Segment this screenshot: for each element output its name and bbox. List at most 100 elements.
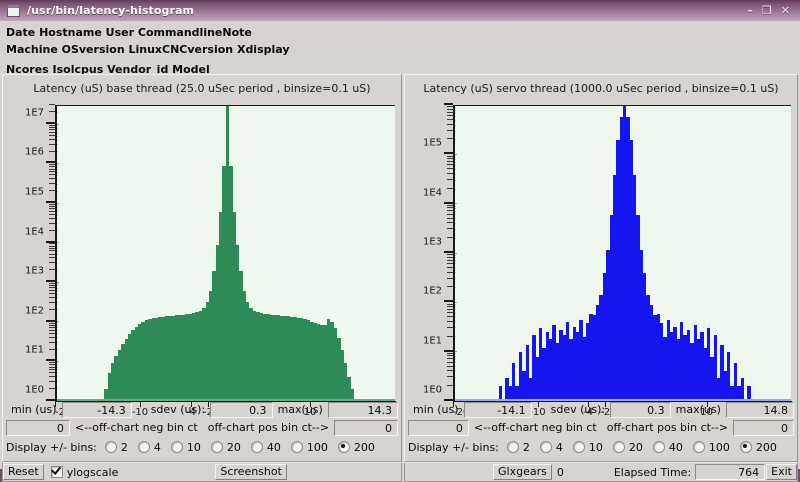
y-axis-tick: [49, 166, 55, 168]
histogram-bar: [555, 343, 560, 401]
histogram-bar: [185, 314, 189, 401]
y-axis-servo: 1E0 1E1 1E2 1E3 1E4 1E5: [405, 103, 453, 401]
histogram-bar: [296, 317, 300, 401]
bins-option-2[interactable]: 2: [104, 441, 128, 454]
chart-title-base: Latency (uS) base thread (25.0 uSec peri…: [33, 82, 371, 95]
y-axis-tick: [49, 178, 55, 180]
exit-button[interactable]: Exit: [766, 464, 797, 480]
histogram-bar: [306, 320, 311, 401]
y-axis-tick: [49, 243, 55, 245]
bins-option-2[interactable]: 2: [506, 441, 530, 454]
min-value[interactable]: -14.1: [463, 401, 532, 418]
elapsed-value[interactable]: 764: [695, 464, 766, 480]
radio-icon[interactable]: [250, 441, 263, 453]
y-axis-tick: [46, 359, 55, 362]
bins-option-10[interactable]: 10: [572, 441, 603, 454]
histogram-bar: [239, 270, 243, 401]
histogram-bar: [219, 212, 223, 401]
elapsed-label: Elapsed Time:: [613, 465, 692, 479]
y-axis-tick: [49, 262, 55, 264]
histogram-bar: [663, 337, 667, 401]
pos-bin-count[interactable]: 0: [733, 419, 794, 436]
y-axis-tick: [49, 174, 55, 176]
max-value[interactable]: 14.8: [725, 401, 795, 418]
histogram-bar: [666, 319, 670, 401]
y-axis-tick: [447, 370, 453, 372]
y-axis-tick: [447, 361, 453, 363]
histogram-bar: [303, 319, 307, 401]
bins-option-200[interactable]: 200: [337, 441, 375, 454]
screenshot-button[interactable]: Screenshot: [215, 464, 287, 480]
bins-option-20[interactable]: 20: [210, 441, 241, 454]
x-axis-label: -10: [529, 407, 546, 418]
histogram-bar: [138, 324, 142, 401]
histogram-bar: [192, 313, 196, 401]
histogram-bar: [515, 386, 519, 401]
bins-option-40[interactable]: 40: [250, 441, 281, 454]
radio-icon[interactable]: [739, 441, 752, 453]
histogram-bar: [706, 328, 711, 401]
y-axis-tick: [447, 352, 453, 354]
histogram-bar: [508, 386, 513, 401]
bins-option-20[interactable]: 20: [612, 440, 643, 454]
radio-icon[interactable]: [104, 441, 117, 453]
histogram-bar: [208, 291, 213, 401]
baseline-servo: [455, 399, 791, 401]
radio-icon[interactable]: [337, 441, 350, 453]
bins-option-10[interactable]: 10: [170, 441, 201, 454]
reset-button[interactable]: Reset: [3, 464, 44, 480]
info-header: Date Hostname User CommandlineNote Machi…: [0, 21, 800, 76]
close-icon[interactable]: ✕: [780, 4, 790, 17]
window-controls: – ❐ ✕: [747, 5, 796, 16]
max-value[interactable]: 14.3: [327, 401, 398, 418]
y-axis-tick: [49, 247, 55, 249]
y-axis-tick: [46, 280, 55, 283]
histogram-bar: [586, 323, 590, 401]
neg-bin-count[interactable]: 0: [6, 419, 70, 436]
radio-icon[interactable]: [290, 441, 303, 453]
glxgears-button[interactable]: Glxgears: [493, 464, 552, 480]
radio-icon[interactable]: [692, 441, 705, 453]
bins-option-4[interactable]: 4: [137, 441, 161, 454]
radio-icon[interactable]: [210, 441, 223, 453]
check-icon[interactable]: [50, 466, 63, 478]
pos-bin-count[interactable]: 0: [334, 419, 398, 436]
radio-icon[interactable]: [506, 441, 519, 453]
x-axis-tick: [605, 401, 607, 407]
min-value[interactable]: -14.3: [61, 401, 132, 418]
maximize-icon[interactable]: ❐: [761, 4, 772, 17]
bins-option-200[interactable]: 200: [739, 441, 777, 454]
radio-icon[interactable]: [137, 441, 150, 453]
radio-icon[interactable]: [612, 441, 625, 453]
radio-icon[interactable]: [539, 441, 552, 453]
sdev-value[interactable]: 0.3: [210, 401, 273, 418]
y-axis-tick: [447, 123, 453, 125]
y-axis-tick: [49, 129, 55, 131]
y-axis-tick: [447, 365, 453, 367]
ylogscale-checkbox[interactable]: ylogscale: [50, 466, 118, 479]
radio-icon[interactable]: [572, 441, 585, 453]
radio-icon[interactable]: [170, 441, 183, 453]
y-axis-tick: [49, 372, 55, 374]
bins-option-40[interactable]: 40: [652, 441, 683, 454]
y-axis-tick: [447, 164, 453, 166]
neg-bin-count[interactable]: 0: [408, 419, 469, 436]
bins-option-label: 20: [628, 440, 643, 454]
histogram-bar: [602, 273, 607, 401]
histogram-bar: [659, 323, 664, 401]
y-axis-tick: [49, 348, 55, 350]
bins-option-100[interactable]: 100: [692, 441, 730, 454]
y-axis-tick: [49, 104, 55, 105]
y-axis-tick: [447, 158, 453, 160]
x-axis-label: -10: [131, 407, 149, 418]
histogram-bar: [286, 316, 290, 401]
histogram-bar: [323, 325, 327, 401]
bins-option-100[interactable]: 100: [290, 441, 328, 454]
histogram-bar: [134, 327, 138, 401]
bins-option-4[interactable]: 4: [539, 441, 563, 454]
radio-icon[interactable]: [652, 441, 665, 453]
min-label: min (us): [413, 403, 459, 416]
minimize-icon[interactable]: –: [747, 4, 753, 17]
histogram-bar: [337, 337, 341, 401]
sdev-value[interactable]: 0.3: [610, 401, 671, 418]
